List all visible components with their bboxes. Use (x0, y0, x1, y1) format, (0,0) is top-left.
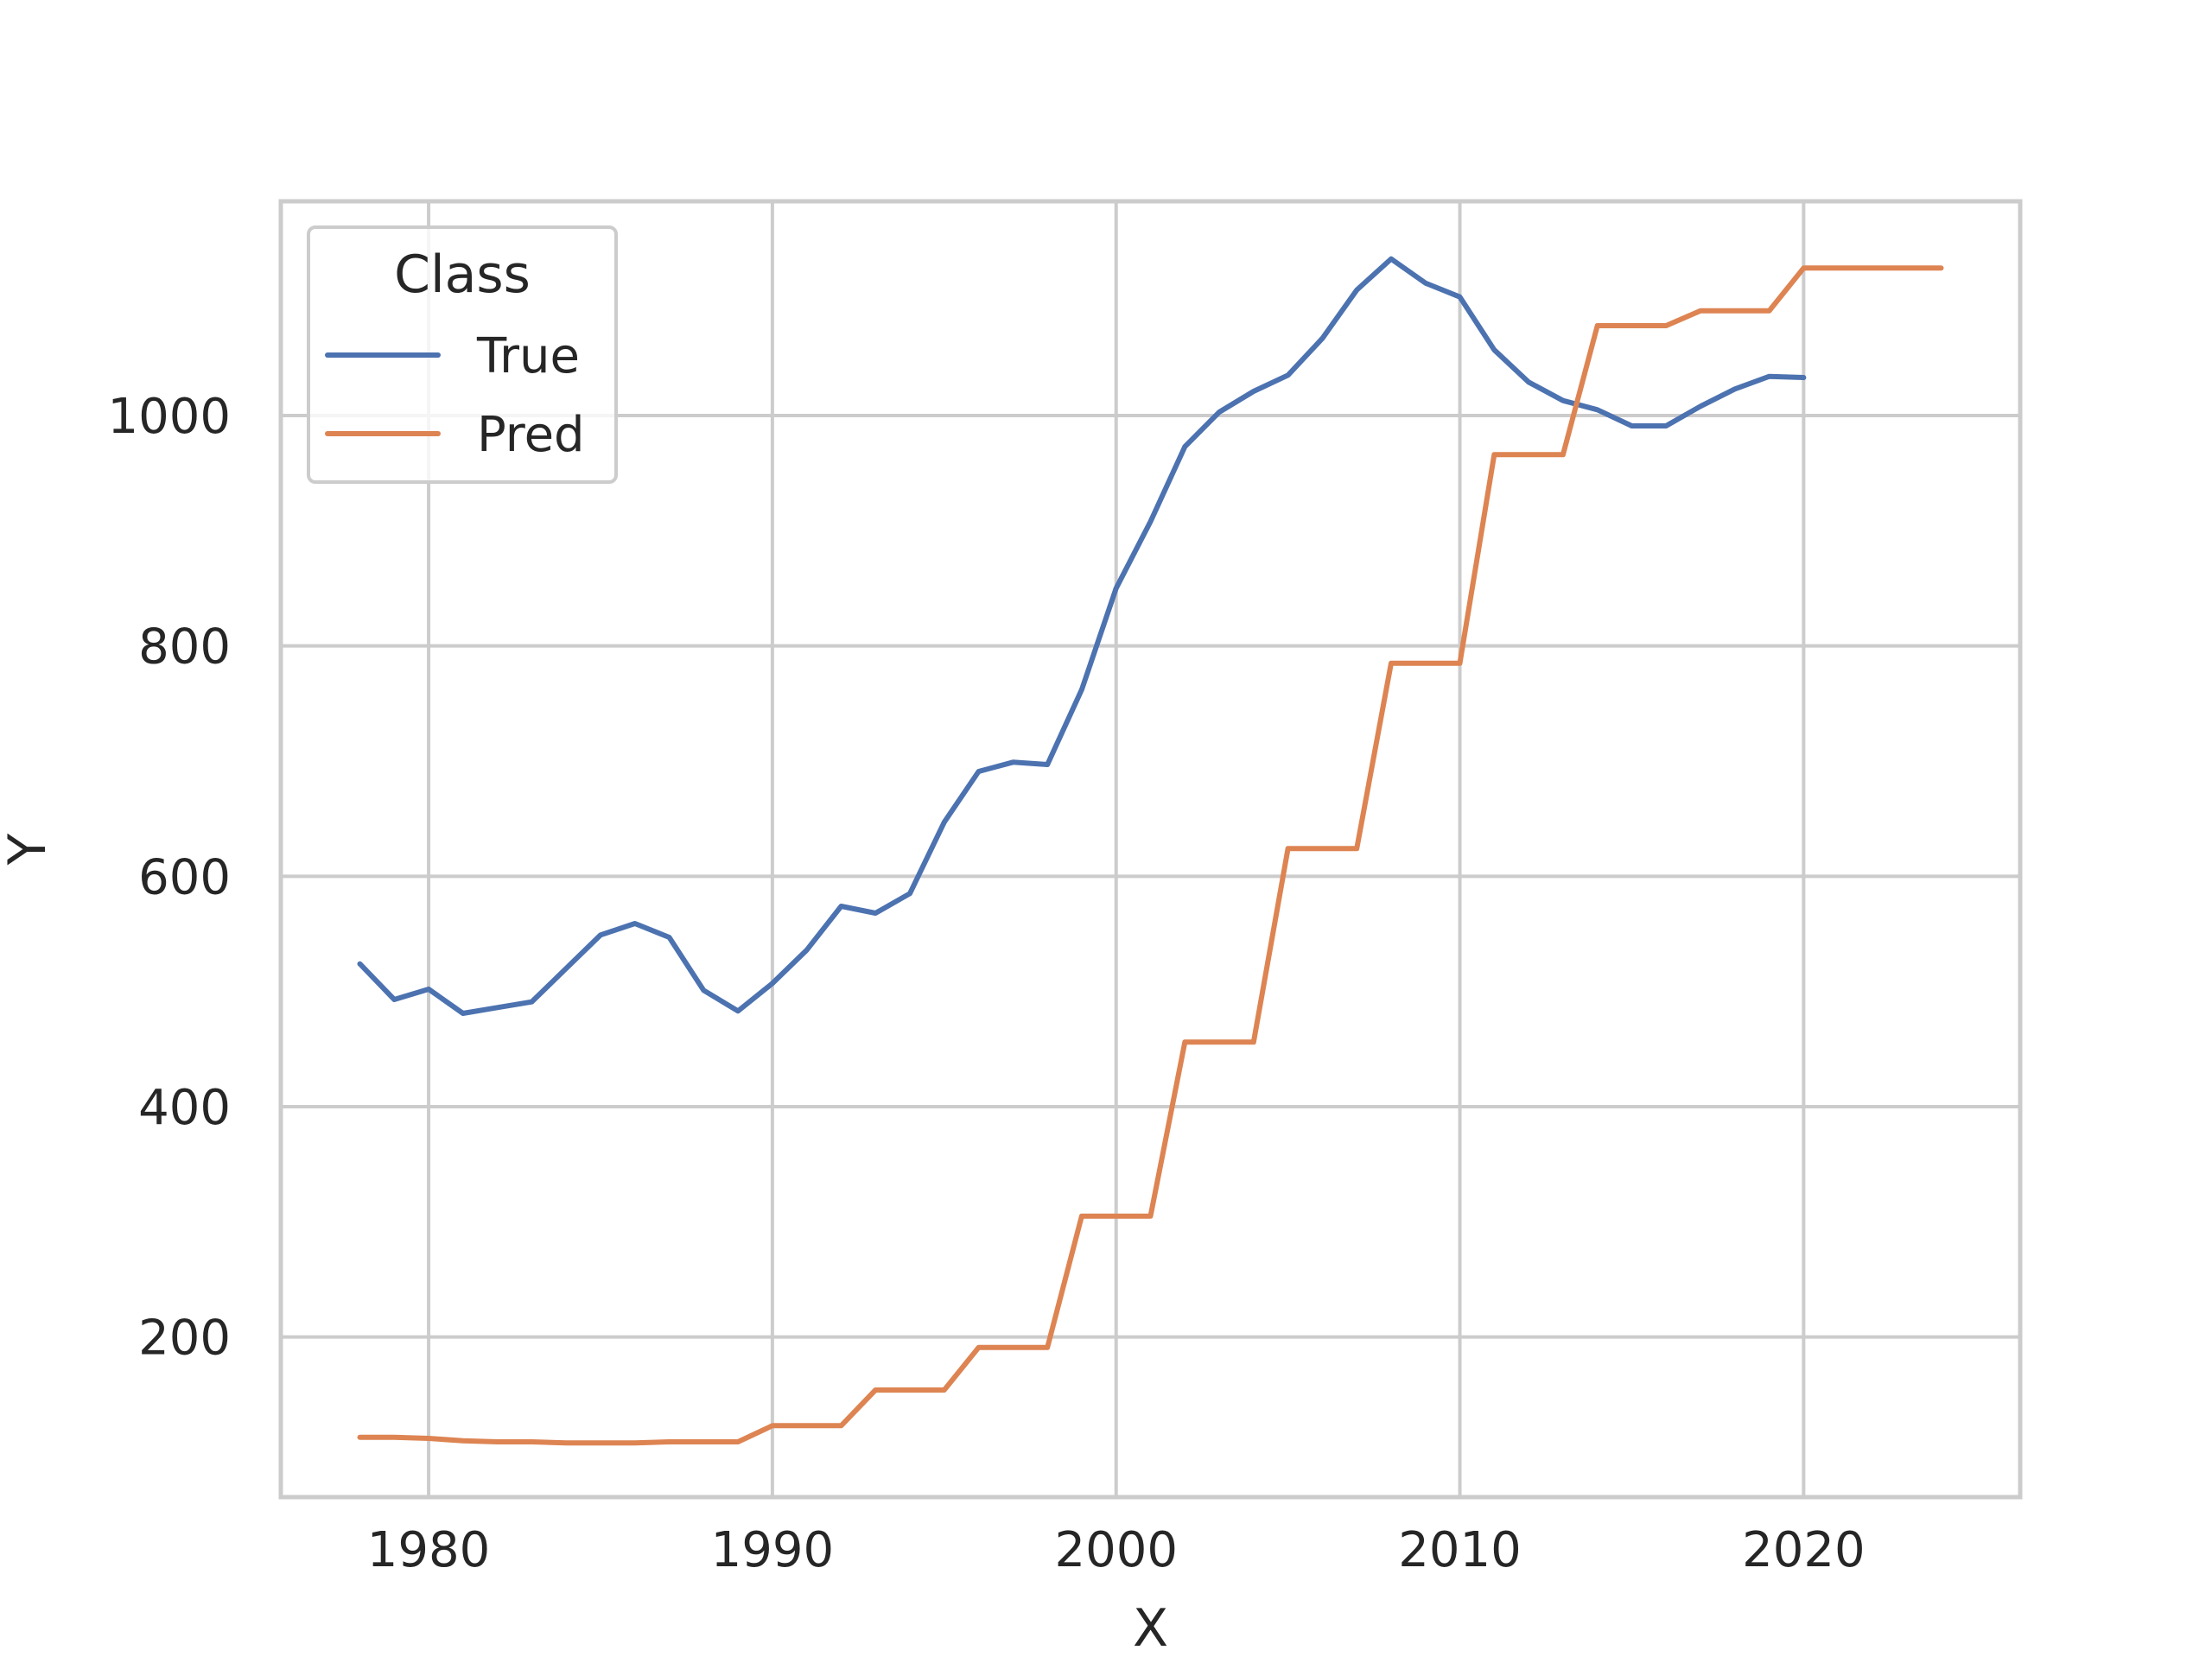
series-line-pred (357, 265, 1944, 1446)
series-line-true (357, 256, 1807, 1016)
y-tick-label-600: 600 (138, 849, 231, 905)
tick-labels: 1980 1990 2000 2010 2020 200 400 600 800 1000 (107, 389, 1865, 1578)
x-tick-label-2010: 2010 (1398, 1522, 1522, 1578)
legend-label-true: True (476, 328, 580, 384)
x-tick-label-1980: 1980 (367, 1522, 491, 1578)
legend-entries: True Pred (325, 328, 585, 463)
series-lines (357, 256, 1944, 1446)
x-tick-label-1990: 1990 (711, 1522, 835, 1578)
y-tick-label-200: 200 (138, 1311, 231, 1367)
grid-lines (281, 201, 2020, 1497)
x-axis-label: X (1133, 1598, 1168, 1659)
legend-title: Class (394, 244, 531, 305)
y-tick-label-400: 400 (138, 1080, 231, 1136)
y-axis-label: Y (0, 833, 58, 866)
x-tick-label-2020: 2020 (1742, 1522, 1866, 1578)
legend-label-pred: Pred (477, 407, 585, 463)
y-tick-label-1000: 1000 (107, 389, 231, 445)
y-tick-label-800: 800 (138, 619, 231, 676)
plot-frame (278, 199, 2023, 1500)
legend: Class True Pred (307, 225, 618, 484)
x-tick-label-2000: 2000 (1054, 1522, 1178, 1578)
legend-box (307, 225, 618, 484)
